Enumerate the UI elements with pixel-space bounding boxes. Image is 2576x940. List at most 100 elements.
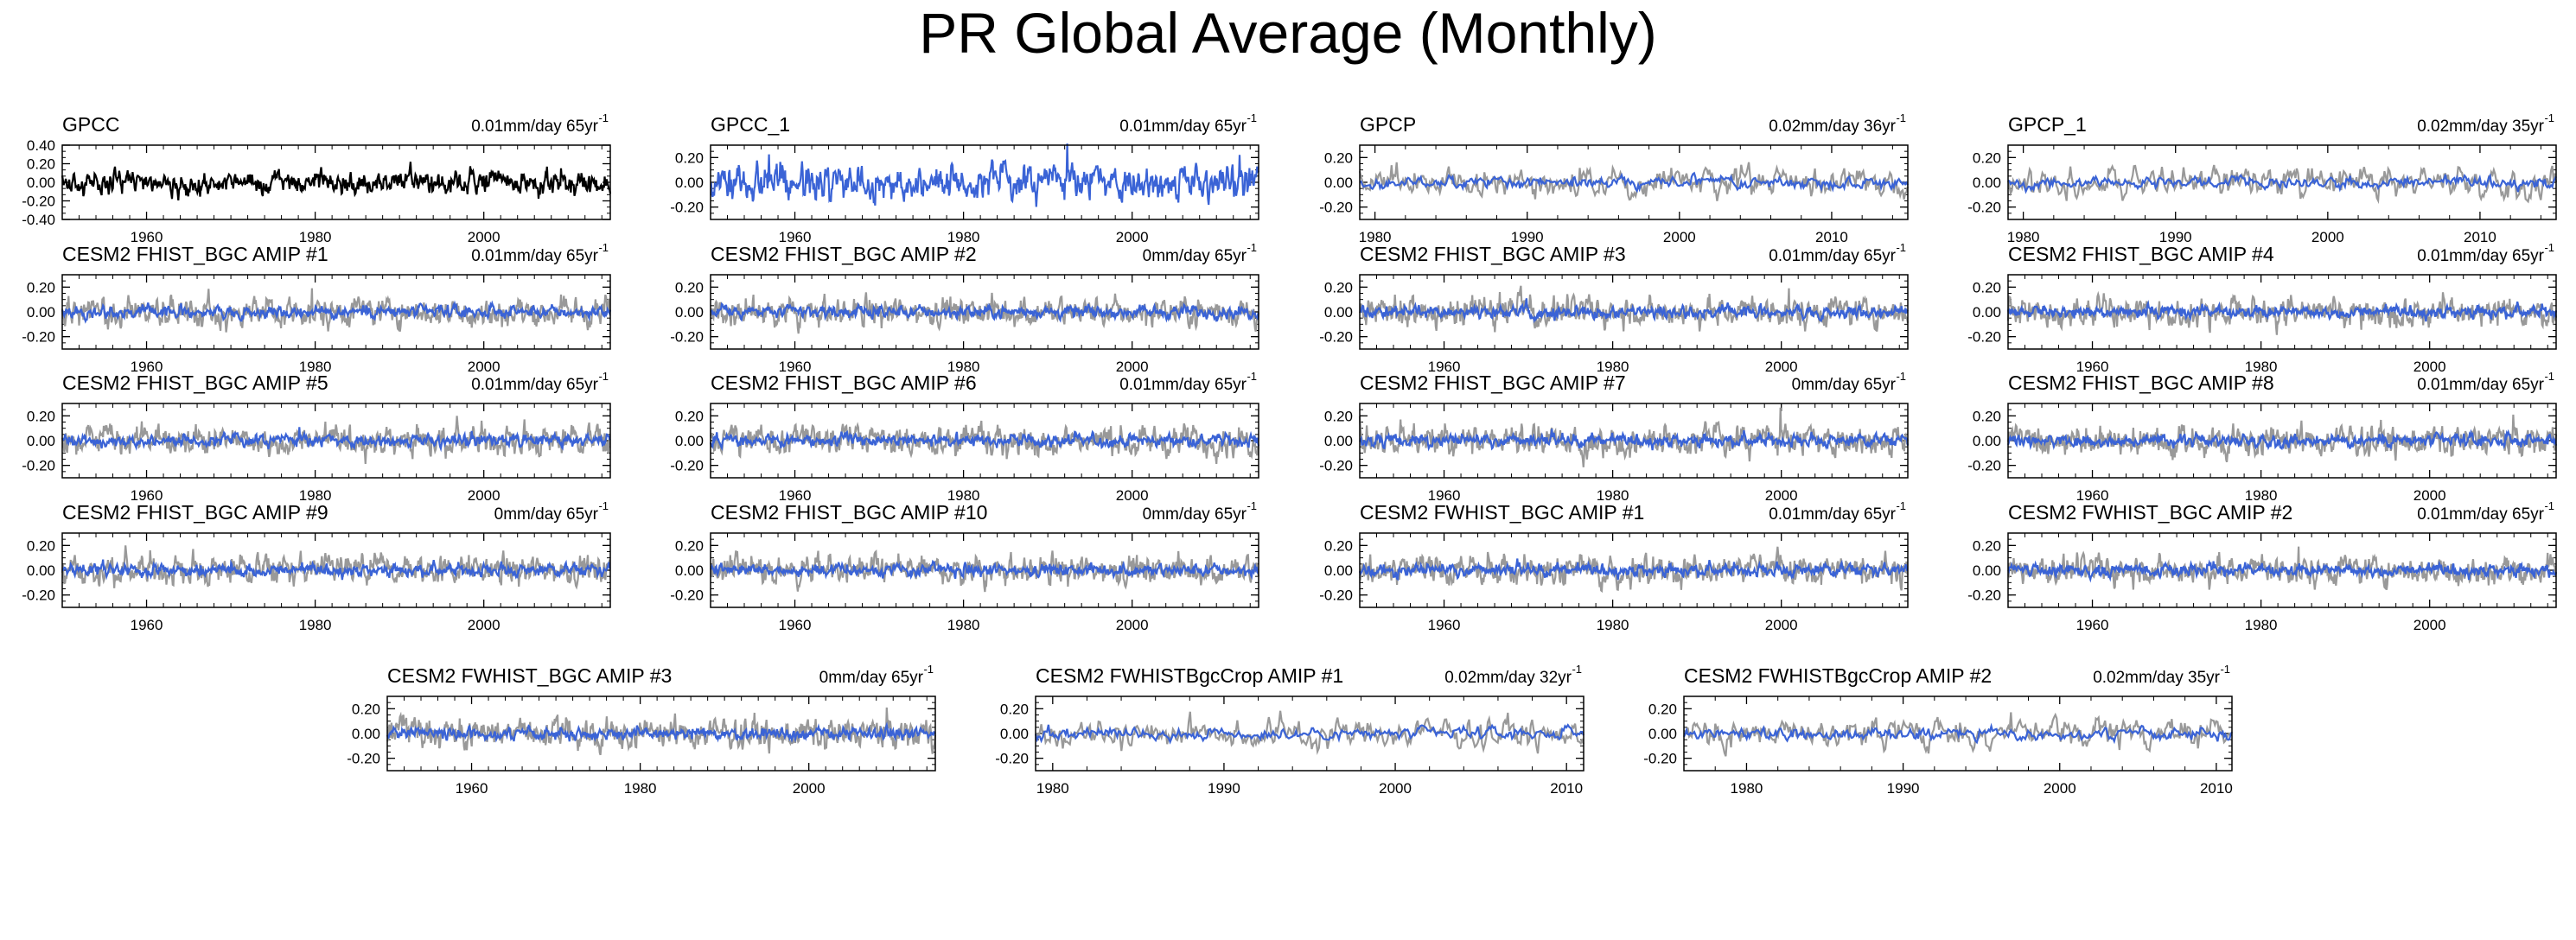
- ytick-label: -0.20: [1319, 588, 1353, 604]
- xtick-label: 1980: [1036, 780, 1069, 797]
- ytick-label: 0.20: [1973, 537, 2001, 554]
- trend-exponent: -1: [1896, 241, 1906, 254]
- panel-title: CESM2 FHIST_BGC AMIP #5: [62, 372, 328, 394]
- panel-title: CESM2 FHIST_BGC AMIP #6: [711, 372, 977, 394]
- ytick-label: 0.20: [1324, 149, 1353, 166]
- ytick-label: -0.20: [670, 200, 704, 216]
- xtick-label: 1960: [456, 780, 488, 797]
- trend-exponent: -1: [2544, 499, 2554, 512]
- ytick-label: -0.20: [1967, 588, 2001, 604]
- ytick-label: -0.20: [22, 588, 55, 604]
- trend-label: 0.01mm/day 65yr: [1769, 247, 1896, 265]
- ytick-label: 0.00: [1973, 433, 2001, 449]
- ytick-label: 0.20: [1973, 408, 2001, 424]
- trend-exponent: -1: [1247, 241, 1257, 254]
- plot-frame: [2007, 532, 2557, 608]
- xtick-label: 2000: [468, 229, 501, 245]
- plot-frame: [1359, 532, 1909, 608]
- xtick-label: 2000: [1379, 780, 1412, 797]
- xtick-label: 2000: [2413, 617, 2446, 633]
- series-line-1: [1358, 162, 1910, 201]
- xtick-label: 1990: [1511, 229, 1544, 245]
- trend-label: 0.02mm/day 36yr: [1769, 118, 1896, 136]
- panel-title: GPCP: [1360, 113, 1416, 136]
- panel-11: CESM2 FHIST_BGC AMIP #7 0mm/day 65yr -1 0.2…: [1319, 370, 1910, 504]
- plot-frame: [2007, 144, 2557, 220]
- ytick-label: -0.20: [1967, 200, 2001, 216]
- panel-title: CESM2 FWHIST_BGC AMIP #2: [2008, 501, 2292, 524]
- xtick-label: 2000: [2044, 780, 2076, 797]
- xtick-label: 1960: [779, 359, 812, 375]
- series-line-2: [710, 302, 1259, 323]
- plot-frame: [61, 144, 611, 220]
- ytick-label: 0.20: [27, 408, 55, 424]
- xtick-label: 2000: [1663, 229, 1696, 245]
- xtick-label: 2000: [468, 487, 501, 504]
- plot-frame: [1359, 144, 1909, 220]
- series-line-2: [386, 721, 936, 744]
- trend-label: 0.01mm/day 65yr: [1769, 505, 1896, 524]
- plot-frame: [1359, 403, 1909, 479]
- trend-exponent: -1: [1247, 499, 1257, 512]
- plot-frame: [1683, 695, 2233, 772]
- plot-frame: [710, 532, 1259, 608]
- xtick-label: 2000: [468, 617, 501, 633]
- ytick-label: 0.20: [1324, 537, 1353, 554]
- panel-12: CESM2 FHIST_BGC AMIP #8 0.01mm/day 65yr -1…: [1967, 370, 2558, 504]
- series-line-1: [2006, 414, 2558, 463]
- ytick-label: 0.00: [1324, 304, 1353, 321]
- series-line-2: [61, 300, 612, 324]
- ytick-label: -0.20: [22, 329, 55, 346]
- plot-frame: [61, 403, 611, 479]
- ytick-label: 0.00: [1324, 433, 1353, 449]
- panel-title: CESM2 FHIST_BGC AMIP #9: [62, 501, 328, 524]
- xtick-label: 2000: [2311, 229, 2344, 245]
- xtick-label: 1980: [1597, 487, 1629, 504]
- ytick-label: 0.00: [1324, 175, 1353, 191]
- ytick-label: 0.00: [675, 562, 704, 579]
- trend-label: 0mm/day 65yr: [819, 669, 924, 687]
- ytick-label: -0.40: [22, 212, 55, 228]
- panel-title: GPCP_1: [2008, 113, 2087, 136]
- series-line-1: [2006, 163, 2558, 205]
- trend-exponent: -1: [1896, 499, 1906, 512]
- ytick-label: -0.20: [22, 194, 55, 210]
- series-line-1: [1683, 712, 2234, 757]
- ytick-label: 0.00: [1324, 562, 1353, 579]
- panel-title: CESM2 FHIST_BGC AMIP #8: [2008, 372, 2274, 394]
- xtick-label: 2010: [2200, 780, 2233, 797]
- xtick-label: 1980: [2245, 617, 2278, 633]
- trend-exponent: -1: [598, 241, 609, 254]
- ytick-label: 0.00: [27, 304, 55, 321]
- trend-label: 0.01mm/day 65yr: [2417, 505, 2544, 524]
- xtick-label: 1980: [947, 359, 980, 375]
- series-line-2: [2007, 173, 2557, 194]
- trend-label: 0mm/day 65yr: [494, 505, 599, 524]
- trend-exponent: -1: [1247, 370, 1257, 383]
- ytick-label: 0.00: [27, 433, 55, 449]
- panel-1: GPCC 0.01mm/day 65yr -1 0.40 0.20 0.00 -0.20 -0…: [22, 111, 612, 245]
- panel-title: CESM2 FHIST_BGC AMIP #7: [1360, 372, 1626, 394]
- panel-title: GPCC_1: [711, 113, 790, 136]
- ytick-label: 0.20: [675, 149, 704, 166]
- xtick-label: 1960: [1428, 359, 1461, 375]
- panel-10: CESM2 FHIST_BGC AMIP #6 0.01mm/day 65yr -1…: [670, 370, 1260, 504]
- series-line-2: [61, 427, 611, 453]
- trend-exponent: -1: [1247, 111, 1257, 124]
- xtick-label: 1980: [1597, 359, 1629, 375]
- series-line-2: [1358, 558, 1909, 581]
- ytick-label: 0.20: [675, 537, 704, 554]
- trend-label: 0mm/day 65yr: [1143, 247, 1247, 265]
- xtick-label: 2000: [1116, 359, 1149, 375]
- plot-frame: [61, 532, 611, 608]
- xtick-label: 1980: [299, 487, 332, 504]
- xtick-label: 1960: [131, 229, 163, 245]
- ytick-label: -0.20: [1319, 200, 1353, 216]
- xtick-label: 1960: [131, 359, 163, 375]
- ytick-label: 0.00: [27, 175, 55, 191]
- xtick-label: 1960: [779, 617, 812, 633]
- xtick-label: 2000: [1765, 359, 1798, 375]
- xtick-label: 1980: [2245, 359, 2278, 375]
- trend-label: 0.02mm/day 32yr: [1444, 669, 1572, 687]
